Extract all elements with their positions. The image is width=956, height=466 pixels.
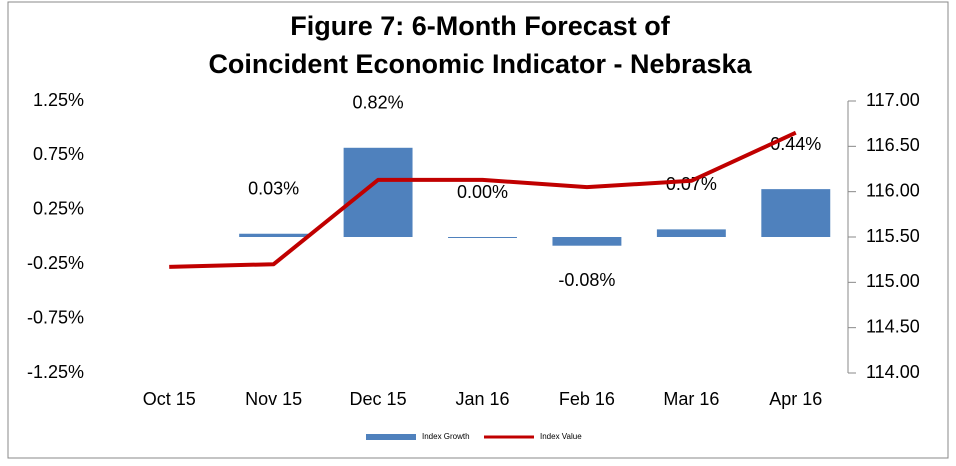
bar [448, 237, 517, 238]
bar [761, 189, 831, 237]
y2-tick-label: 114.00 [866, 362, 920, 382]
data-label: 0.07% [666, 174, 717, 194]
x-tick-label: Feb 16 [559, 389, 615, 409]
y2-tick-label: 115.00 [866, 271, 920, 291]
bar [656, 229, 726, 237]
data-label: 0.44% [770, 134, 821, 154]
y-tick-label: -0.25% [27, 253, 84, 273]
y-tick-label: -0.75% [27, 307, 84, 327]
x-tick-label: Jan 16 [455, 389, 509, 409]
legend-swatch [366, 434, 416, 440]
bar [552, 237, 622, 246]
data-label: 0.00% [457, 182, 508, 202]
y-tick-label: 0.75% [33, 144, 84, 164]
data-label: -0.08% [558, 270, 615, 290]
chart-title: Coincident Economic Indicator - Nebraska [208, 49, 752, 79]
x-tick-label: Mar 16 [663, 389, 719, 409]
y2-tick-label: 114.50 [866, 316, 920, 336]
bar [343, 147, 413, 237]
chart-title: Figure 7: 6-Month Forecast of [290, 11, 671, 41]
y-tick-label: 0.25% [33, 199, 84, 219]
x-tick-label: Apr 16 [769, 389, 822, 409]
y2-tick-label: 116.00 [866, 180, 920, 200]
line [169, 130, 797, 269]
legend-label: Index Growth [422, 432, 470, 441]
y2-tick-label: 115.50 [866, 226, 920, 246]
x-tick-label: Oct 15 [143, 389, 196, 409]
data-label: 0.03% [248, 178, 299, 198]
y2-tick-label: 117.00 [866, 90, 920, 110]
x-tick-label: Nov 15 [245, 389, 302, 409]
y-tick-label: -1.25% [27, 362, 84, 382]
bar [239, 233, 309, 237]
x-tick-label: Dec 15 [350, 389, 407, 409]
y2-tick-label: 116.50 [866, 135, 920, 155]
legend-label: Index Value [540, 432, 582, 441]
y-tick-label: 1.25% [33, 90, 84, 110]
data-label: 0.82% [353, 93, 404, 113]
